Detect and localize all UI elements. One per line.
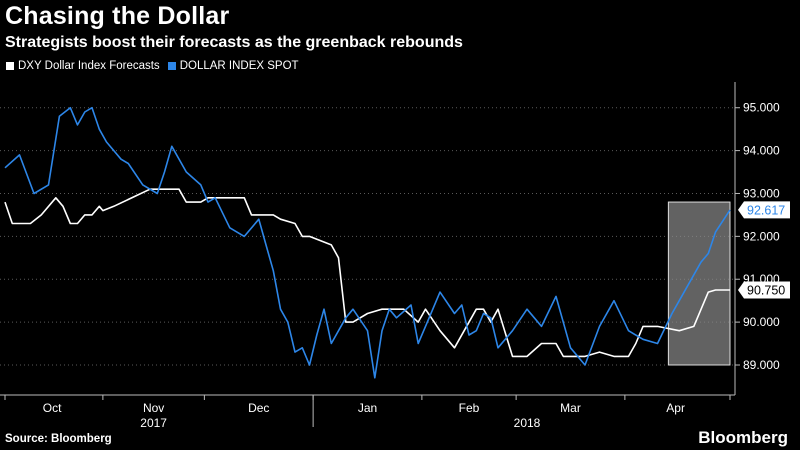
legend-label-spot: DOLLAR INDEX SPOT (179, 60, 299, 72)
chart-title: Chasing the Dollar (5, 2, 230, 30)
last-value-spot: 92.617 (747, 203, 785, 217)
last-value-forecasts: 90.750 (747, 283, 785, 297)
y-tick-label: 90.000 (743, 315, 780, 329)
legend-swatch-spot (167, 62, 176, 70)
y-tick-label: 95.000 (743, 101, 780, 115)
legend: DXY Dollar Index Forecasts DOLLAR INDEX … (6, 60, 307, 72)
x-tick-label: Mar (560, 401, 581, 415)
y-tick-label: 92.000 (743, 229, 780, 243)
legend-label-forecasts: DXY Dollar Index Forecasts (18, 60, 160, 72)
x-tick-label: Jan (358, 401, 377, 415)
legend-swatch-forecasts (6, 62, 14, 70)
source-note: Source: Bloomberg (5, 433, 112, 445)
x-year-label: 2017 (140, 416, 167, 430)
x-year-label: 2018 (514, 416, 541, 430)
last-value-spot-bg (738, 201, 790, 219)
series-line-spot (4, 106, 731, 379)
legend-item-spot: DOLLAR INDEX SPOT (167, 60, 299, 72)
highlight-box (667, 201, 731, 366)
x-tick-label: Feb (459, 401, 480, 415)
last-value-forecasts-bg (738, 281, 790, 299)
y-tick-label: 94.000 (743, 144, 780, 158)
series-line-forecasts (4, 188, 730, 358)
x-tick-label: Dec (248, 401, 269, 415)
y-tick-label: 93.000 (743, 186, 780, 200)
y-tick-label: 89.000 (743, 358, 780, 372)
chart-subtitle: Strategists boost their forecasts as the… (5, 34, 463, 51)
legend-item-forecasts: DXY Dollar Index Forecasts (6, 60, 160, 72)
x-tick-label: Nov (143, 401, 164, 415)
bloomberg-logo: Bloomberg (698, 428, 788, 447)
x-tick-label: Apr (666, 401, 685, 415)
x-tick-label: Oct (43, 401, 62, 415)
